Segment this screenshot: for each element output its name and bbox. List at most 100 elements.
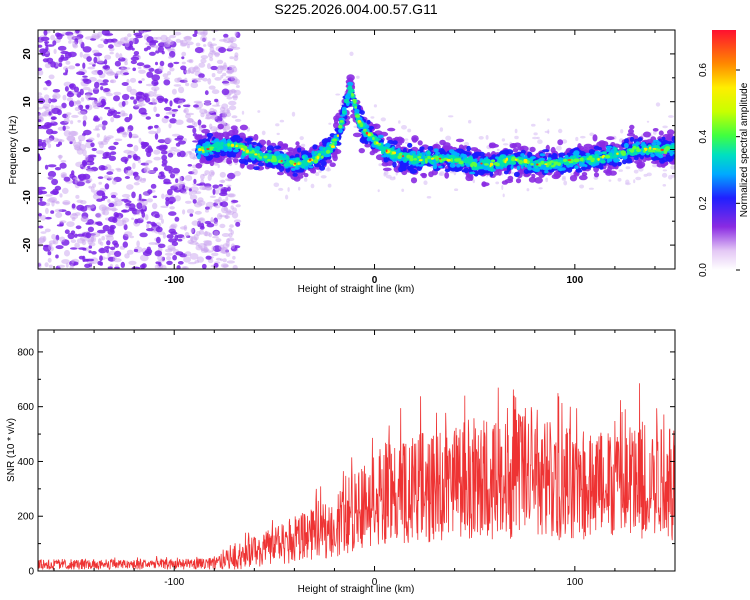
ridge-blob <box>488 142 494 149</box>
noise-blob <box>108 155 116 161</box>
noise-blob <box>46 176 54 180</box>
ridge-blob <box>352 103 358 107</box>
noise-blob <box>158 261 162 267</box>
x-tick-label: -100 <box>164 275 184 286</box>
colorbar: 0.00.20.40.6 Normalized spectral amplitu… <box>698 30 750 277</box>
noise-blob <box>222 72 227 77</box>
noise-blob <box>163 181 172 185</box>
faint-blob <box>225 126 231 130</box>
ridge-blob <box>574 165 579 170</box>
noise-blob <box>59 139 65 143</box>
ridge-blob <box>238 144 243 148</box>
noise-blob <box>190 186 199 193</box>
noise-blob <box>165 39 174 46</box>
noise-blob <box>108 202 115 208</box>
noise-blob <box>144 166 148 171</box>
noise-blob <box>111 207 117 212</box>
noise-blob <box>126 249 134 255</box>
ridge-blob <box>392 161 397 168</box>
noise-blob <box>84 263 91 268</box>
colorbar-tick-label: 0.0 <box>698 263 709 277</box>
ridge-blob <box>302 155 306 159</box>
noise-blob <box>44 137 53 143</box>
noise-blob <box>151 97 155 104</box>
ridge-blob <box>285 155 290 160</box>
noise-blob <box>107 199 111 203</box>
faint-blob <box>556 145 562 151</box>
noise-blob <box>186 44 190 49</box>
ridge-blob <box>419 146 425 150</box>
noise-blob <box>88 185 92 189</box>
noise-blob <box>220 247 229 255</box>
noise-blob <box>207 78 212 85</box>
noise-blob <box>173 84 182 87</box>
ridge-blob <box>427 155 431 160</box>
ridge-blob <box>372 123 381 130</box>
noise-blob <box>150 183 157 189</box>
ridge-blob <box>403 158 408 162</box>
noise-blob <box>230 76 235 81</box>
colorbar-gradient <box>712 30 736 270</box>
faint-blob <box>273 182 280 188</box>
noise-blob <box>123 149 132 154</box>
faint-blob <box>537 139 543 144</box>
noise-blob <box>219 110 225 114</box>
noise-blob <box>155 113 160 118</box>
noise-blob <box>88 137 95 142</box>
ridge-blob <box>617 161 622 166</box>
noise-blob <box>75 194 80 199</box>
noise-blob <box>182 191 188 195</box>
noise-blob <box>185 82 190 87</box>
noise-blob <box>113 242 119 248</box>
noise-blob <box>38 113 47 117</box>
ridge-blob <box>242 149 246 152</box>
noise-blob <box>192 168 198 176</box>
ridge-blob <box>320 155 324 159</box>
noise-blob <box>88 250 92 254</box>
ridge-blob <box>278 165 285 172</box>
ridge-blob <box>560 170 564 175</box>
ridge-blob <box>505 157 509 161</box>
ridge-blob <box>254 153 258 156</box>
ridge-blob <box>651 149 655 153</box>
faint-blob <box>315 172 320 176</box>
faint-blob <box>401 188 405 192</box>
ridge-blob <box>455 138 465 143</box>
noise-blob <box>210 65 218 71</box>
ridge-blob <box>196 154 201 160</box>
noise-blob <box>232 255 236 260</box>
noise-blob <box>207 52 214 58</box>
noise-blob <box>66 114 70 119</box>
faint-blob <box>275 123 280 127</box>
ridge-blob <box>502 149 510 156</box>
ridge-blob <box>235 145 238 148</box>
noise-blob <box>38 44 43 48</box>
ridge-blob <box>291 167 296 171</box>
ridge-blob <box>606 136 615 141</box>
ridge-blob <box>665 149 669 152</box>
ridge-blob <box>272 158 278 163</box>
noise-blob <box>171 241 179 247</box>
noise-blob <box>183 107 189 114</box>
noise-blob <box>219 39 227 42</box>
noise-blob <box>57 264 66 268</box>
noise-blob <box>133 248 139 253</box>
y-tick-label: 10 <box>22 96 33 108</box>
colorbar-tick-label: 0.2 <box>698 196 709 210</box>
noise-blob <box>178 176 183 183</box>
ridge-blob <box>232 128 239 135</box>
noise-blob <box>195 242 200 246</box>
noise-blob <box>90 142 95 148</box>
ridge-blob <box>583 143 593 149</box>
noise-blob <box>47 257 52 263</box>
noise-blob <box>115 219 125 227</box>
noise-blob <box>227 186 231 192</box>
faint-blob <box>398 120 401 124</box>
noise-blob <box>132 153 138 160</box>
ridge-blob <box>629 124 635 130</box>
ridge-blob <box>217 123 224 130</box>
noise-blob <box>149 40 159 44</box>
noise-blob <box>212 104 221 107</box>
noise-blob <box>210 114 218 120</box>
ridge-blob <box>652 148 657 150</box>
